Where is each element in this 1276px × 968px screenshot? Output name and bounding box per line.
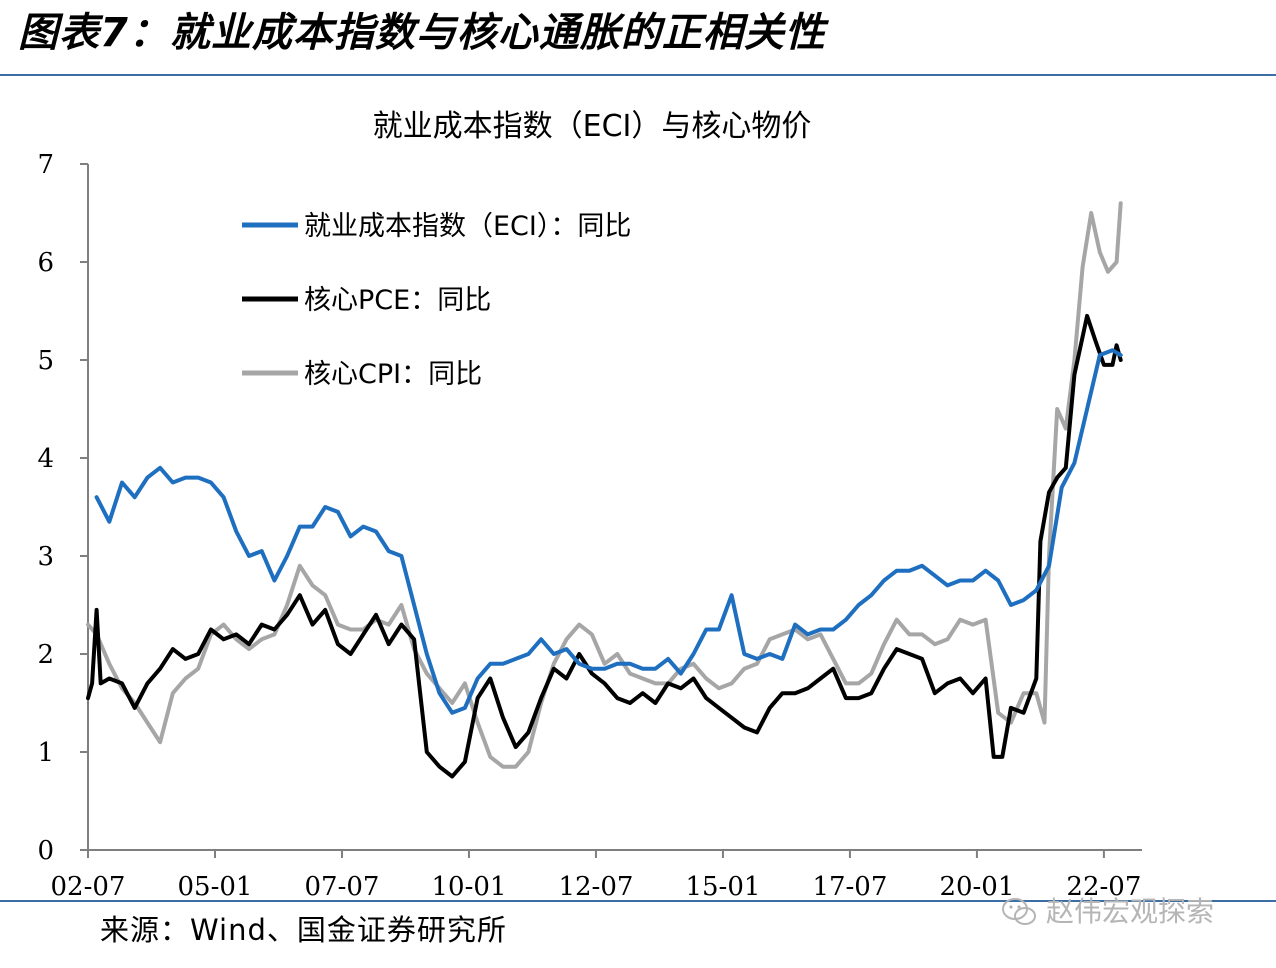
x-tick-label: 22-07	[1066, 872, 1141, 898]
series-line-0	[94, 348, 1123, 715]
y-tick-label: 5	[37, 346, 54, 376]
x-tick-label: 15-01	[685, 872, 760, 898]
source-note: 来源：Wind、国金证券研究所	[100, 913, 507, 947]
legend-label: 核心PCE：同比	[304, 285, 491, 316]
legend-label: 核心CPI：同比	[304, 359, 482, 390]
y-tick-label: 6	[37, 248, 54, 278]
eci-core-inflation-chart: 就业成本指数（ECI）与核心物价 0 1 2 3 4 5 6 7 02-07 05-01 07-0…	[37, 109, 1142, 898]
y-tick-label: 0	[37, 836, 54, 866]
top-rule	[0, 74, 1276, 76]
x-tick-label: 10-01	[431, 872, 506, 898]
y-tick-label: 7	[37, 150, 54, 180]
x-tick-label: 20-01	[939, 872, 1014, 898]
y-tick-label: 1	[37, 738, 54, 768]
x-tick-label: 12-07	[558, 872, 633, 898]
x-tick-label: 02-07	[51, 872, 126, 898]
x-tick-label: 07-07	[304, 872, 379, 898]
chart-title: 就业成本指数（ECI）与核心物价	[373, 109, 812, 144]
y-tick-label: 4	[37, 444, 54, 474]
bottom-rule	[0, 900, 1276, 902]
watermark: 赵伟宏观探索	[1000, 892, 1214, 932]
y-tick-label: 3	[37, 542, 54, 572]
x-axis: 02-07 05-01 07-07 10-01 12-07 15-01 17-07 20-01…	[51, 849, 1142, 898]
y-tick-label: 2	[37, 640, 54, 670]
watermark-text: 赵伟宏观探索	[1046, 895, 1215, 928]
x-tick-label: 17-07	[812, 872, 887, 898]
series-lines	[86, 201, 1123, 779]
legend-label: 就业成本指数（ECI）：同比	[304, 211, 631, 242]
figure-heading: 图表7：就业成本指数与核心通胀的正相关性	[18, 10, 826, 56]
x-tick-label: 05-01	[178, 872, 253, 898]
y-axis: 0 1 2 3 4 5 6 7	[37, 150, 89, 866]
series-line-2	[86, 201, 1123, 769]
series-line-1	[86, 313, 1123, 779]
wechat-icon	[1002, 898, 1036, 925]
